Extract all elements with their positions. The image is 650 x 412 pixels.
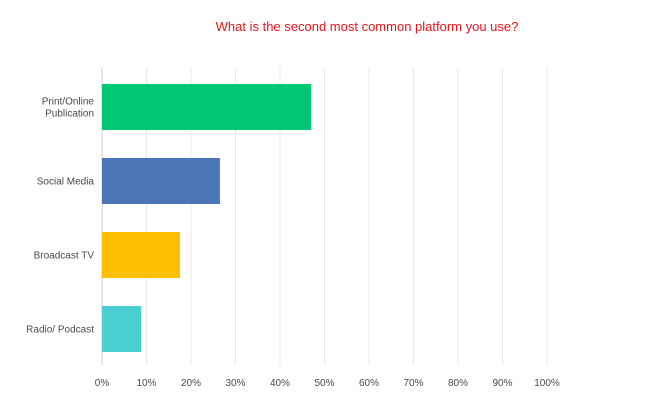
tick-label-10: 10% [136,378,156,389]
tick-label-90: 90% [492,378,512,389]
category-label-2-0: Broadcast TV [34,251,95,262]
tick-label-60: 60% [359,378,379,389]
bar-0 [102,84,312,130]
grid-lines [101,68,548,365]
bars [102,84,312,352]
tick-label-40: 40% [270,378,290,389]
tick-label-100: 100% [534,378,560,389]
category-label-1-0: Social Media [37,177,95,188]
tick-label-80: 80% [448,378,468,389]
category-label-0-0: Print/Online [42,97,95,108]
bar-1 [102,158,220,204]
category-label-0-1: Publication [45,109,94,120]
bar-3 [102,306,142,352]
tick-label-20: 20% [181,378,201,389]
bar-2 [102,232,180,278]
category-label-3-0: Radio/ Podcast [26,325,94,336]
tick-label-70: 70% [403,378,423,389]
tick-label-0: 0% [95,378,110,389]
tick-labels: 0% 10% 20% 30% 40% 50% 60% 70% 80% 90% 100% [95,378,560,389]
chart-title: What is the second most common platform … [215,19,519,34]
tick-label-30: 30% [225,378,245,389]
tick-label-50: 50% [314,378,334,389]
